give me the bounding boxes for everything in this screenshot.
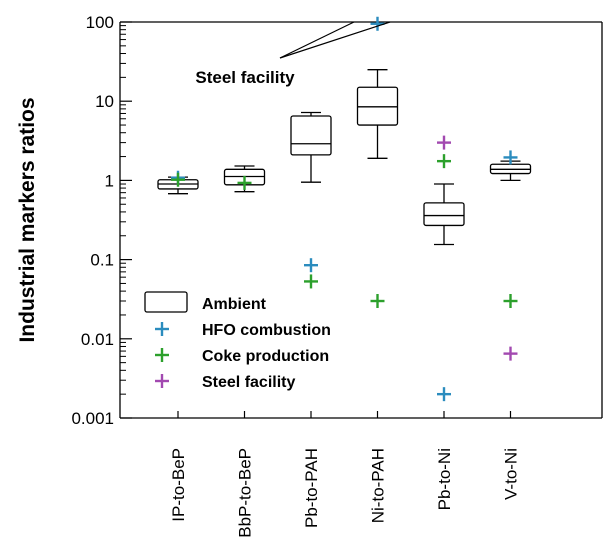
marker-hfo-combustion bbox=[437, 387, 451, 402]
legend-swatch-plus bbox=[155, 374, 169, 388]
marker-coke-production bbox=[237, 175, 252, 190]
marker-steel-facility bbox=[437, 135, 451, 150]
y-tick-label: 1 bbox=[105, 171, 114, 190]
marker-layer bbox=[171, 16, 518, 402]
box-pb-to-pah bbox=[290, 111, 332, 183]
legend-label: Steel facility bbox=[202, 374, 295, 391]
box-plot-layer bbox=[157, 69, 532, 246]
legend-swatch-plus bbox=[155, 322, 169, 336]
legend-label: Coke production bbox=[202, 348, 329, 365]
legend-label: Ambient bbox=[202, 296, 267, 313]
annotation-pointer bbox=[279, 21, 391, 59]
y-tick-label: 0.01 bbox=[81, 330, 114, 349]
x-tick-label: Pb-to-Ni bbox=[435, 448, 454, 510]
box-v-to-ni bbox=[489, 160, 532, 182]
y-axis-label: Industrial markers ratios bbox=[16, 97, 39, 342]
y-tick-label: 0.001 bbox=[71, 409, 114, 428]
x-tick-label: V-to-Ni bbox=[502, 448, 521, 500]
marker-hfo-combustion bbox=[370, 16, 385, 31]
box-body bbox=[423, 202, 465, 227]
legend-swatch-box bbox=[144, 291, 188, 313]
x-tick-label: IP-to-BeP bbox=[169, 448, 188, 522]
y-tick-label: 100 bbox=[86, 13, 114, 32]
box-body bbox=[290, 115, 332, 156]
legend-label: HFO combustion bbox=[202, 322, 331, 339]
x-tick-label: BbP-to-BeP bbox=[236, 448, 255, 538]
x-tick-label: Pb-to-PAH bbox=[302, 448, 321, 528]
annotation: Steel facility bbox=[195, 21, 391, 87]
marker-coke-production bbox=[370, 294, 385, 309]
y-tick-label: 10 bbox=[95, 92, 114, 111]
marker-steel-facility bbox=[503, 346, 518, 361]
box-ni-to-pah bbox=[356, 69, 399, 159]
marker-coke-production bbox=[304, 274, 318, 289]
annotation-text: Steel facility bbox=[195, 68, 295, 87]
legend-swatch-plus bbox=[155, 348, 169, 362]
marker-hfo-combustion bbox=[304, 258, 318, 273]
marker-coke-production bbox=[503, 294, 518, 309]
chart-axes: 0.001 0.01 0.1 1 10 100 IP-to-BeP BbP-to-BeP Pb-… bbox=[71, 13, 603, 538]
legend: Ambient HFO combustion Coke production Stee… bbox=[144, 291, 331, 391]
marker-coke-production bbox=[171, 172, 185, 187]
x-tick-label: Ni-to-PAH bbox=[369, 448, 388, 523]
marker-coke-production bbox=[437, 154, 451, 169]
annotation-pointer bbox=[279, 21, 355, 59]
marker-hfo-combustion bbox=[503, 150, 518, 165]
y-tick-label: 0.1 bbox=[90, 251, 114, 270]
box-pb-to-ni bbox=[423, 183, 465, 246]
